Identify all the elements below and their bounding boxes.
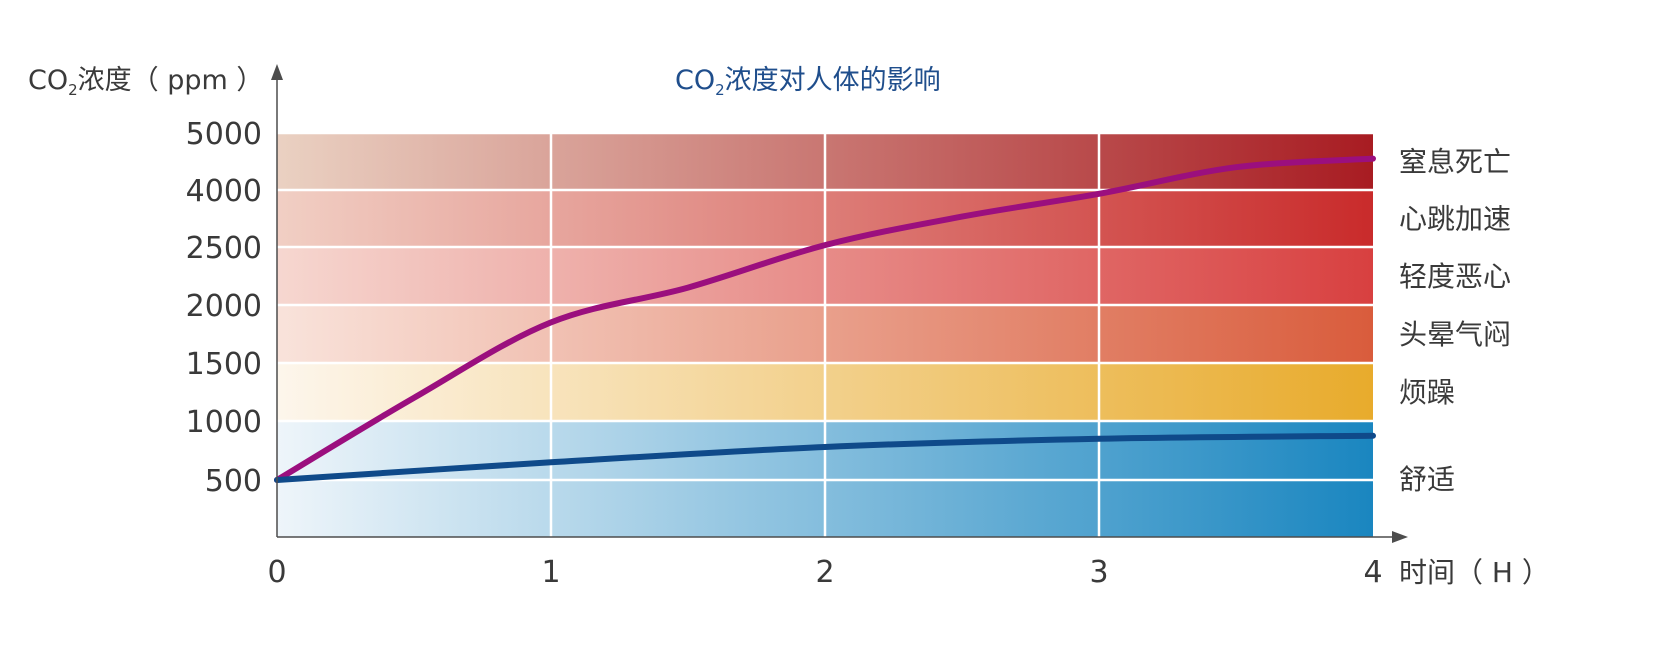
y-tick-label: 1500 [186, 347, 262, 382]
x-tick-label: 1 [541, 555, 560, 590]
x-axis-label: 时间（ H ） [1399, 556, 1550, 589]
series-line [274, 432, 1376, 483]
x-tick-label: 3 [1089, 555, 1108, 590]
grid-layer [277, 131, 1373, 537]
text-layer: 舒适 烦躁 头晕气闷 轻度恶心 心跳加速 窒息死亡 500 1000 1500 2000 2500 4… [28, 65, 1550, 590]
y-tick-label: 2000 [186, 289, 262, 324]
y-tick-label: 2500 [186, 231, 262, 266]
zone-label: 头晕气闷 [1399, 318, 1511, 351]
x-tick-label: 0 [267, 555, 286, 590]
y-axis-arrow-icon [271, 64, 283, 80]
y-tick-label: 500 [205, 464, 262, 499]
zone-label: 窒息死亡 [1399, 146, 1511, 179]
x-axis-arrow-icon [1392, 531, 1408, 543]
zone-label: 舒适 [1399, 463, 1455, 496]
y-tick-label: 1000 [186, 405, 262, 440]
chart-title: CO2浓度对人体的影响 [675, 65, 941, 99]
x-tick-label: 2 [815, 555, 834, 590]
x-tick-label: 4 [1363, 555, 1382, 590]
zone-label: 轻度恶心 [1399, 260, 1511, 293]
series-line [274, 155, 1376, 483]
axes-layer [271, 64, 1408, 543]
y-tick-label: 5000 [186, 117, 262, 152]
zone-label: 心跳加速 [1399, 203, 1511, 236]
y-axis-title: CO2浓度（ ppm ） [28, 65, 263, 99]
y-tick-label: 4000 [186, 174, 262, 209]
series-layer [274, 155, 1376, 483]
zone-label: 烦躁 [1399, 376, 1455, 409]
